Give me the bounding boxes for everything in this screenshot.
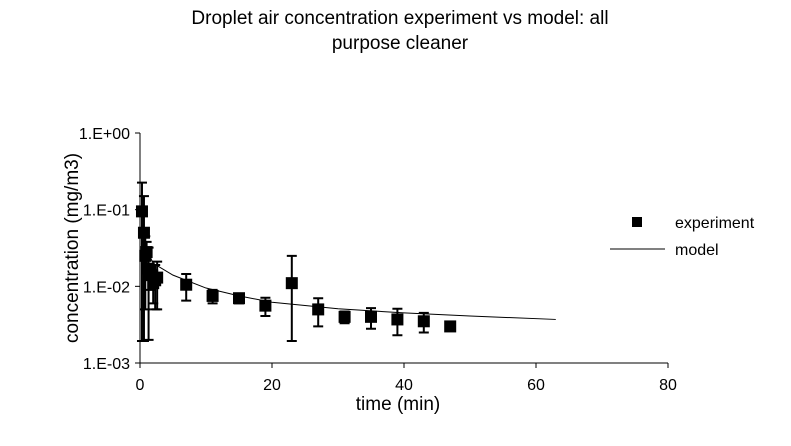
x-tick-label: 0 xyxy=(136,377,145,394)
data-point xyxy=(338,310,351,323)
x-axis-title: time (min) xyxy=(356,394,440,415)
data-point xyxy=(151,271,164,284)
x-tick-label: 80 xyxy=(659,377,677,394)
data-point xyxy=(140,246,153,259)
data-point xyxy=(135,205,148,218)
data-point xyxy=(444,320,457,333)
data-point xyxy=(259,299,272,312)
model-line xyxy=(142,226,556,320)
y-tick-label: 1.E-03 xyxy=(83,356,130,373)
data-point xyxy=(391,313,404,326)
chart-title: Droplet air concentration experiment vs … xyxy=(191,8,609,54)
legend-label: model xyxy=(675,242,719,259)
error-bar xyxy=(152,260,163,311)
x-tick-label: 60 xyxy=(527,377,545,394)
legend-label: experiment xyxy=(675,215,755,232)
x-tick-label: 40 xyxy=(395,377,413,394)
x-tick-label: 20 xyxy=(263,377,281,394)
y-axis-title: concentration (mg/m3) xyxy=(62,153,83,343)
legend-marker xyxy=(632,217,642,227)
data-point xyxy=(312,303,325,316)
data-point xyxy=(233,292,245,305)
data-point xyxy=(417,315,430,328)
y-tick-label: 1.E-01 xyxy=(83,203,130,220)
data-point xyxy=(285,277,298,290)
error-bar xyxy=(286,254,297,342)
y-tick-label: 1.E+00 xyxy=(79,126,130,143)
data-point xyxy=(206,289,219,302)
data-point xyxy=(365,310,377,323)
y-tick-label: 1.E-02 xyxy=(83,279,130,296)
